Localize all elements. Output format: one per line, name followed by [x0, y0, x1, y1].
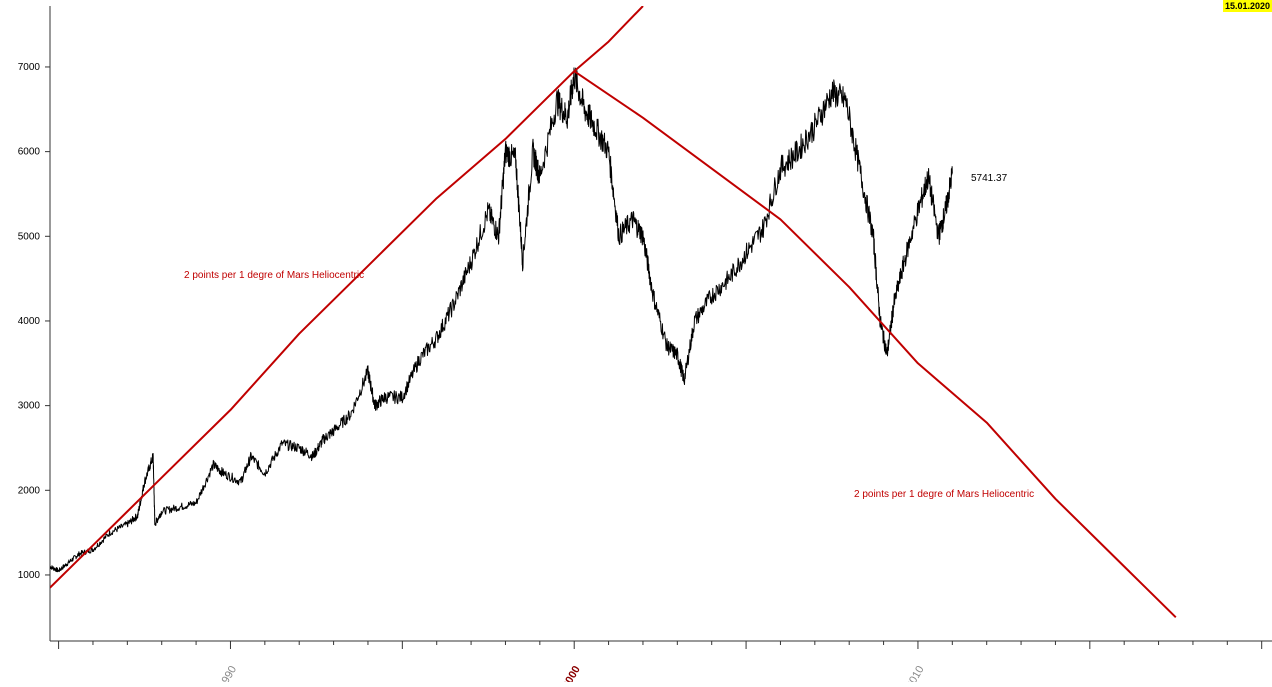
y-tick-label: 5000 — [18, 231, 41, 242]
y-tick-label: 3000 — [18, 401, 41, 412]
series-group — [50, 6, 1177, 619]
y-tick-label: 6000 — [18, 147, 41, 158]
x-tick-label: 2000 — [560, 664, 583, 682]
x-tick-label: 1990 — [217, 664, 240, 682]
annotation-mars-falling: 2 points per 1 degre of Mars Heliocentri… — [854, 489, 1034, 500]
y-tick-label: 2000 — [18, 485, 41, 496]
y-tick-group: 1000 2000 3000 4000 5000 6000 7000 — [18, 62, 50, 581]
annotation-mars-rising: 2 points per 1 degre of Mars Heliocentri… — [184, 270, 364, 281]
price-series-line — [50, 67, 953, 573]
y-tick-label: 7000 — [18, 62, 41, 73]
axes: 1000 2000 3000 4000 5000 6000 7000 1990 2000 201… — [18, 6, 1272, 687]
mars-rising-line — [50, 6, 644, 589]
mars-falling-line — [573, 70, 1177, 619]
y-tick-label: 1000 — [18, 570, 41, 581]
date-badge: 15.01.2020 — [1222, 0, 1272, 12]
y-tick-label: 4000 — [18, 316, 41, 327]
x-tick-group — [58, 641, 1263, 649]
label-group: 2 points per 1 degre of Mars Heliocentri… — [184, 173, 1034, 500]
last-value-label: 5741.37 — [971, 173, 1008, 184]
x-tick-label: 2010 — [904, 664, 927, 682]
x-label-group: 1990 2000 2010 — [217, 664, 927, 687]
